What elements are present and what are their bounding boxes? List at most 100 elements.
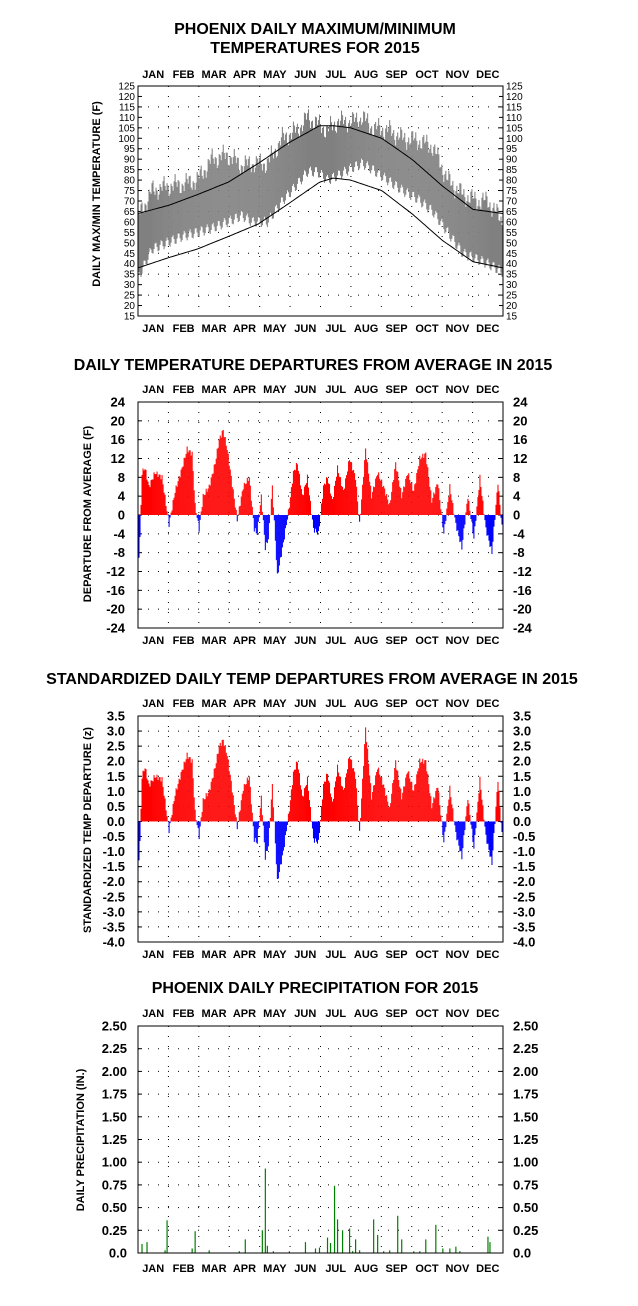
chart2-ytick-right: 4 — [513, 489, 521, 504]
chart3-month-bottom-jan: JAN — [142, 949, 164, 961]
chart2-month-top-sep: SEP — [386, 384, 408, 396]
chart4-month-bottom-jun: JUN — [294, 1263, 316, 1275]
chart4-month-bottom-aug: AUG — [354, 1263, 378, 1275]
chart3-month-bottom-jul: JUL — [325, 949, 346, 961]
chart1-month-bottom-mar: MAR — [202, 323, 227, 335]
chart4-bars — [141, 1168, 491, 1253]
chart2-month-bottom-jan: JAN — [142, 635, 164, 647]
chart1-ytick-left: 125 — [118, 82, 135, 93]
chart4-ytick-left: 2.00 — [102, 1064, 127, 1079]
chart3-month-top-jun: JUN — [294, 698, 316, 710]
chart1-ytick-right: 25 — [506, 291, 518, 302]
chart2-ytick-left: -20 — [106, 602, 125, 617]
chart4-month-top-sep: SEP — [386, 1008, 408, 1020]
chart4-ytick-left: 0.0 — [109, 1246, 127, 1261]
chart1-ytick-right: 60 — [506, 217, 518, 228]
chart1-ytick-left: 120 — [118, 92, 135, 103]
chart2-gridlines — [138, 402, 503, 628]
chart3-month-top-feb: FEB — [173, 698, 195, 710]
chart1-month-bottom-dec: DEC — [476, 323, 499, 335]
chart3-ytick-left: -3.5 — [103, 919, 125, 934]
chart2-ytick-right: -8 — [513, 545, 525, 560]
chart2-y-axis-label: DEPARTURE FROM AVERAGE (F) — [82, 425, 94, 602]
chart3-ytick-right: -1.0 — [513, 844, 535, 859]
chart2-ytick-left: 0 — [118, 508, 125, 523]
chart2-month-top-jul: JUL — [325, 384, 346, 396]
chart3-month-top-may: MAY — [263, 698, 287, 710]
chart3-ytick-left: 1.5 — [107, 769, 125, 784]
chart1-ytick-right: 110 — [506, 113, 522, 124]
chart2-ytick-left: 24 — [111, 395, 126, 410]
chart2-ytick-left: -4 — [113, 526, 125, 541]
chart1-normal-low-line — [137, 177, 504, 269]
chart3-month-bottom-mar: MAR — [202, 949, 227, 961]
chart3-month-top-jan: JAN — [142, 698, 164, 710]
chart3-gridlines — [138, 716, 503, 942]
chart2-ytick-right: -16 — [513, 583, 532, 598]
chart1-ytick-right: 20 — [506, 301, 518, 312]
chart1-ytick-left: 30 — [124, 280, 136, 291]
chart1-ytick-left: 90 — [124, 155, 136, 166]
chart2-ytick-right: 0 — [513, 508, 520, 523]
chart1-ytick-left: 75 — [124, 186, 136, 197]
chart2-bars — [137, 429, 504, 574]
chart1-ytick-right: 30 — [506, 280, 518, 291]
chart2-month-bottom-aug: AUG — [354, 635, 378, 647]
chart4-ytick-left: 1.75 — [102, 1087, 127, 1102]
chart1-month-bottom-sep: SEP — [386, 323, 408, 335]
chart4-y-axis-label: DAILY PRECIPITATION (IN.) — [75, 1068, 87, 1211]
chart4-month-top-apr: APR — [233, 1008, 256, 1020]
chart1-ytick-right: 35 — [506, 270, 518, 281]
chart3-month-bottom-nov: NOV — [445, 949, 470, 961]
chart4-month-top-oct: OCT — [415, 1008, 439, 1020]
chart1-ytick-left: 110 — [119, 113, 135, 124]
chart1-ytick-right: 40 — [506, 259, 518, 270]
chart3-month-labels-bottom: JAN FEB MAR APR MAY JUN JUL AUG SEP OCT NOV DEC — [142, 949, 499, 961]
chart4-ytick-right: 1.75 — [513, 1087, 538, 1102]
chart2-month-top-apr: APR — [233, 384, 256, 396]
chart2-ytick-right: 20 — [513, 413, 527, 428]
chart3-month-top-mar: MAR — [202, 698, 227, 710]
chart4-ytick-right: 0.0 — [513, 1246, 531, 1261]
chart3-ytick-right: 2.0 — [513, 754, 531, 769]
chart1-month-top-feb: FEB — [173, 69, 195, 81]
chart2-month-bottom-feb: FEB — [173, 635, 195, 647]
chart1-ytick-left: 115 — [119, 102, 135, 113]
chart3-ytick-right: 1.0 — [513, 784, 531, 799]
chart1-normal-high-line — [137, 125, 504, 214]
chart4-month-bottom-apr: APR — [233, 1263, 256, 1275]
chart4-month-bottom-nov: NOV — [445, 1263, 470, 1275]
chart1-ytick-left: 95 — [124, 144, 136, 155]
chart3-ytick-right: -1.5 — [513, 859, 535, 874]
chart2-month-bottom-dec: DEC — [476, 635, 499, 647]
chart1-ytick-left: 50 — [124, 238, 136, 249]
chart4-ytick-right: 1.50 — [513, 1109, 538, 1124]
chart1-month-top-dec: DEC — [476, 69, 499, 81]
chart1-month-top-apr: APR — [233, 69, 256, 81]
chart4-month-bottom-jul: JUL — [325, 1263, 346, 1275]
chart2-month-top-jan: JAN — [142, 384, 164, 396]
chart2-ytick-left: 16 — [111, 432, 125, 447]
chart3-ytick-left: -3.0 — [103, 904, 125, 919]
chart4-month-top-jan: JAN — [142, 1008, 164, 1020]
chart2-month-bottom-apr: APR — [233, 635, 256, 647]
chart3-y-ticks-right: 3.53.02.52.01.51.00.50.0-0.5-1.0-1.5-2.0… — [499, 709, 535, 950]
chart4-month-bottom-jan: JAN — [142, 1263, 164, 1275]
chart4-month-top-dec: DEC — [476, 1008, 499, 1020]
chart3-ytick-right: 3.5 — [513, 709, 531, 724]
chart3-ytick-right: 1.5 — [513, 769, 531, 784]
chart3-ytick-left: 1.0 — [107, 784, 125, 799]
chart3-month-top-apr: APR — [233, 698, 256, 710]
chart3-month-top-dec: DEC — [476, 698, 499, 710]
chart2-ytick-left: -12 — [106, 564, 125, 579]
chart3-ytick-right: 2.5 — [513, 739, 531, 754]
chart3-ytick-left: -2.0 — [103, 874, 125, 889]
chart3-ytick-right: -0.5 — [513, 829, 535, 844]
chart2-month-labels-bottom: JAN FEB MAR APR MAY JUN JUL AUG SEP OCT NOV DEC — [142, 635, 499, 647]
chart3-month-bottom-sep: SEP — [386, 949, 408, 961]
chart1-month-labels-top: JAN FEB MAR APR MAY JUN JUL AUG SEP OCT NOV DEC — [142, 69, 499, 81]
chart-maxmin-temperature: PHOENIX DAILY MAXIMUM/MINIMUM TEMPERATUR… — [91, 21, 523, 335]
chart1-ytick-left: 105 — [118, 123, 135, 134]
chart2-ytick-right: 12 — [513, 451, 527, 466]
chart4-ytick-left: 0.75 — [102, 1177, 127, 1192]
